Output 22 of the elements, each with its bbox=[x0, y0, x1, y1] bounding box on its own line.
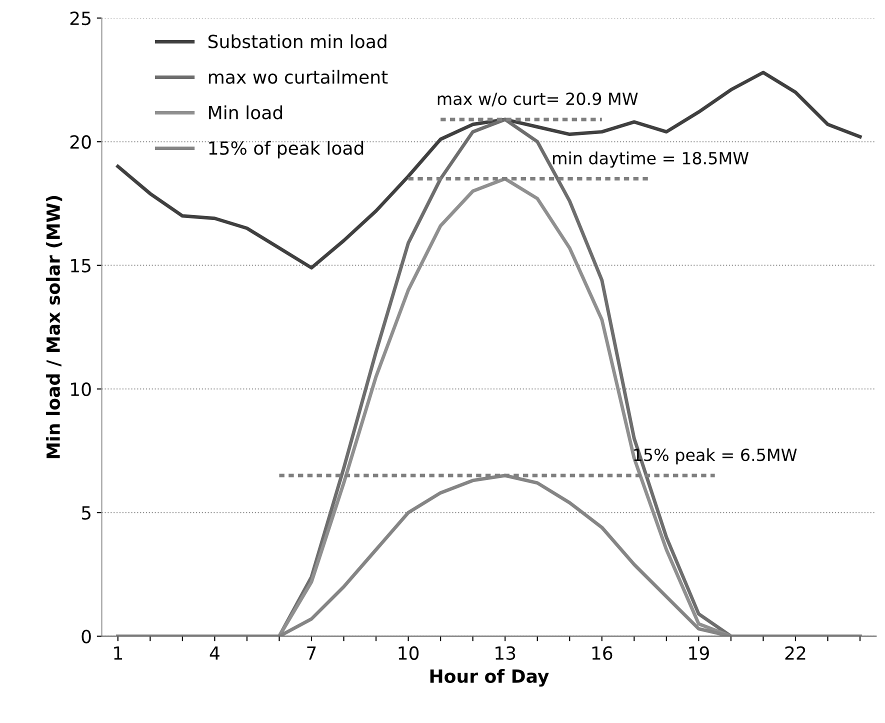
y-tick-label: 5 bbox=[82, 506, 90, 520]
legend-label: max wo curtailment bbox=[208, 70, 388, 84]
legend-label: Substation min load bbox=[208, 34, 386, 48]
legend-label: Min load bbox=[209, 105, 282, 120]
x-tick-label: 13 bbox=[496, 646, 516, 660]
x-tick-label: 7 bbox=[307, 646, 316, 660]
x-tick-label: 10 bbox=[398, 646, 419, 660]
x-tick-label: 1 bbox=[114, 646, 122, 660]
annotation: max w/o curt= 20.9 MW bbox=[438, 92, 638, 106]
y-tick-label: 20 bbox=[70, 135, 91, 149]
x-tick-label: 19 bbox=[689, 646, 709, 660]
y-tick-label: 10 bbox=[71, 382, 91, 396]
x-axis-title: Hour of Day bbox=[430, 668, 549, 687]
annotation: min daytime = 18.5MW bbox=[553, 152, 749, 168]
x-tick-label: 16 bbox=[592, 646, 612, 660]
x-tick-label: 4 bbox=[210, 646, 220, 660]
legend-label: 15% of peak load bbox=[209, 140, 364, 158]
y-tick-label: 15 bbox=[71, 259, 90, 272]
y-tick-label: 0 bbox=[82, 630, 91, 644]
x-tick-label: 22 bbox=[785, 646, 806, 660]
y-tick-label: 25 bbox=[70, 12, 90, 26]
y-axis-title: Min load / Max solar (MW) bbox=[46, 196, 62, 458]
